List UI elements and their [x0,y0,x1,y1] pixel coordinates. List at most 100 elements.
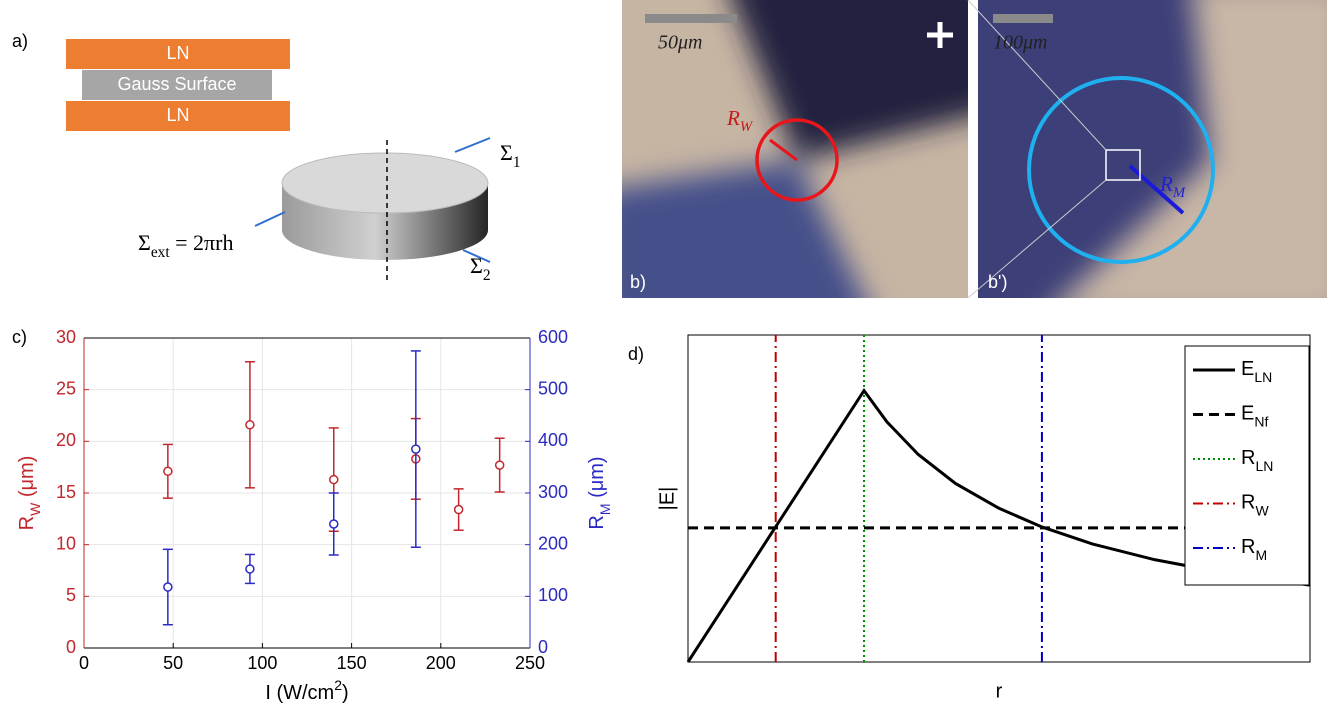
legend-label-part: W [1255,502,1269,518]
legend-label-part: E [1241,358,1254,380]
surface-label-part: Σ [500,140,513,165]
zoom-line [967,179,1107,299]
error-point [494,437,505,493]
line [686,387,1311,663]
marker [494,460,505,470]
marker [163,582,173,592]
y-tick-label: 5 [66,585,76,605]
marker [329,519,339,529]
surface-label-part: 2 [483,267,491,284]
y-tick-label: 10 [56,533,76,553]
gauss-layer [82,70,272,100]
y2-tick-label: 400 [538,430,568,450]
domain [1063,0,1327,298]
y2-axis-label: RM (μm) [586,456,612,529]
surface-label: Σext = 2πrh [138,230,233,261]
radius-circle [1027,76,1215,264]
y2-axis-label-part: R [586,515,608,529]
scale-bar [645,14,737,23]
legend-label-part: Nf [1254,413,1268,429]
y2-axis-label-part: M [597,503,613,515]
zoom-line [967,0,1107,151]
marker [163,466,173,477]
y2-tick-label: 300 [538,482,568,502]
ln-layer [66,101,290,131]
surface-label-part: Σ [138,230,151,255]
surface-label: Σ1 [500,140,521,171]
scale-bar [993,14,1053,23]
surface-label-part: 1 [513,154,521,171]
legend-box [1184,345,1310,586]
y2-tick-label: 100 [538,585,568,605]
x-axis-label-part: 2 [334,677,342,693]
legend-label: ENf [1241,403,1268,429]
surface-label-part: Σ [470,253,483,278]
micrograph-left [622,0,968,298]
radius-line [769,138,798,162]
error-point [453,488,464,531]
radius-label-part: R [726,106,740,130]
y-axis-label-part: W [27,502,43,516]
y-axis-label: RW (μm) [16,456,42,531]
polarizer-cross [927,22,953,48]
y-tick-label: 15 [56,482,76,502]
y-tick-label: 25 [56,378,76,398]
x-axis-label-part: ) [342,682,349,704]
surface-label: Σ2 [470,253,491,284]
marker [245,420,255,430]
pointer [454,137,491,153]
panel-label: d) [628,344,644,364]
pointer [254,211,286,227]
micrograph-right [978,0,1327,298]
x-tick-label: 0 [79,653,89,673]
y-axis-label: |E| [656,487,678,511]
error-point [162,443,173,499]
radius-label-part: M [1172,185,1186,201]
x-axis-label: r [996,680,1003,702]
legend-label-part: E [1241,403,1254,425]
x-axis-label: I (W/cm2) [265,677,348,705]
y-axis-label-part: R [16,516,38,530]
layer-label: LN [166,105,189,125]
error-point [328,492,339,556]
zoom-box [1105,149,1141,181]
x-tick-label: 100 [247,653,277,673]
scale-label: 100μm [993,32,1047,54]
legend-label-part: R [1241,447,1255,469]
y-tick-label: 30 [56,327,76,347]
y2-tick-label: 0 [538,637,548,657]
legend-label: RLN [1241,447,1273,473]
scale-label: 50μm [658,32,702,54]
error-point [162,548,173,626]
error-point [244,361,255,489]
marker [245,564,255,574]
surface-label-part: ext [151,244,171,261]
ln-layer [66,39,290,69]
panel-label: a) [12,31,28,51]
x-tick-label: 250 [515,653,545,673]
layer-label: LN [166,43,189,63]
y-axis-label-part: (μm) [16,456,38,503]
x-tick-label: 50 [163,653,183,673]
legend-label-part: LN [1255,458,1273,474]
y2-tick-label: 500 [538,378,568,398]
marker [329,474,339,485]
cylinder-top [281,152,489,214]
panel-label: b') [988,272,1007,292]
radius-label-part: W [740,119,754,135]
marker [453,504,464,515]
legend-label: RW [1241,492,1269,518]
radius-label-part: R [1159,172,1173,196]
legend-label-part: R [1241,492,1255,514]
x-tick-label: 200 [426,653,456,673]
plot-frame [687,334,1311,663]
extinction [622,160,865,298]
y-tick-label: 20 [56,430,76,450]
marker [411,444,421,454]
legend-label-part: LN [1254,369,1272,385]
legend-label: ELN [1241,358,1272,384]
pointer [462,249,491,263]
radius-label: RW [726,106,754,136]
surface-label-part: = 2πrh [170,230,234,255]
